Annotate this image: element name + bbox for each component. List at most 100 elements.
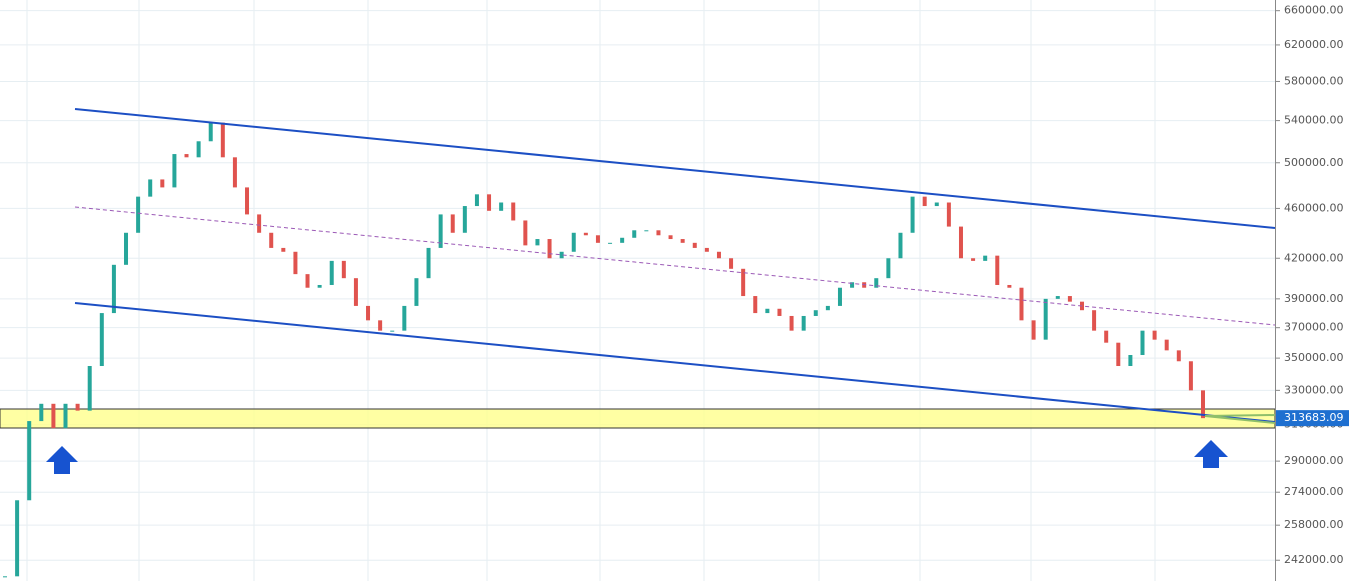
candle xyxy=(898,232,903,259)
y-tick-label: 290000.00 xyxy=(1284,454,1344,467)
candle xyxy=(801,315,806,331)
trend-line xyxy=(1204,415,1276,424)
candle xyxy=(111,264,116,314)
y-tick-label: 580000.00 xyxy=(1284,74,1344,87)
candle xyxy=(402,305,407,331)
candle xyxy=(910,196,915,233)
candle xyxy=(511,202,516,221)
candle xyxy=(886,258,891,279)
candle xyxy=(148,179,153,197)
candle xyxy=(983,255,988,261)
candle xyxy=(1164,339,1169,351)
y-tick-label: 350000.00 xyxy=(1284,351,1344,364)
arrow-up xyxy=(46,446,78,474)
candle xyxy=(535,239,540,246)
candle xyxy=(184,154,189,158)
candle xyxy=(656,230,661,236)
candle xyxy=(583,232,588,236)
vertical-grid xyxy=(26,0,1156,581)
candle xyxy=(329,260,334,285)
candle xyxy=(220,122,225,158)
channel-lower xyxy=(74,302,1276,423)
y-tick-label: 620000.00 xyxy=(1284,38,1344,51)
y-tick-label: 540000.00 xyxy=(1284,114,1344,127)
candle xyxy=(644,230,649,232)
channel-mid xyxy=(74,206,1276,326)
last-price-box xyxy=(1276,410,1349,427)
candle xyxy=(499,202,504,211)
candle xyxy=(426,247,431,279)
candle xyxy=(27,421,32,501)
candle xyxy=(366,305,371,321)
candle xyxy=(75,403,80,411)
candle xyxy=(1128,355,1133,367)
candle xyxy=(293,251,298,275)
y-tick-label: 242000.00 xyxy=(1284,553,1344,566)
candle xyxy=(462,206,467,233)
candle xyxy=(789,315,794,331)
candle xyxy=(837,287,842,306)
candle xyxy=(608,242,613,244)
candle xyxy=(1043,298,1048,340)
candle xyxy=(1031,320,1036,340)
candle xyxy=(305,274,310,288)
y-tick-label: 500000.00 xyxy=(1284,156,1344,169)
candle xyxy=(874,278,879,288)
candle xyxy=(547,239,552,259)
candle xyxy=(777,308,782,316)
candle xyxy=(1104,330,1109,343)
candle xyxy=(765,308,770,314)
candle xyxy=(680,239,685,243)
trend-line xyxy=(1204,414,1276,417)
candle xyxy=(39,403,44,422)
candle xyxy=(1201,390,1205,419)
candle xyxy=(257,214,262,233)
candle xyxy=(51,403,56,429)
candle xyxy=(729,258,734,269)
candle xyxy=(3,576,7,578)
candle xyxy=(245,187,250,215)
candle xyxy=(922,196,927,207)
y-tick-label: 370000.00 xyxy=(1284,321,1344,334)
candle xyxy=(716,251,721,259)
candle xyxy=(63,403,68,429)
candle xyxy=(1152,330,1157,340)
candle xyxy=(172,154,177,188)
candle xyxy=(208,122,213,142)
candle xyxy=(958,226,963,259)
drawings xyxy=(46,108,1276,474)
candle xyxy=(704,247,709,252)
candle xyxy=(99,313,104,367)
candle xyxy=(668,235,673,240)
candle xyxy=(946,202,951,227)
candle xyxy=(1176,350,1181,362)
candle xyxy=(438,214,443,248)
candle xyxy=(850,282,855,288)
y-tick-label: 460000.00 xyxy=(1284,201,1344,214)
arrow-up xyxy=(1194,440,1228,468)
candle xyxy=(825,305,830,311)
support-zone xyxy=(0,408,1276,429)
candle xyxy=(1140,330,1145,356)
candle xyxy=(620,237,625,243)
candle xyxy=(1007,284,1012,288)
candle xyxy=(378,320,383,331)
candle xyxy=(753,296,758,314)
candle xyxy=(1055,296,1060,299)
price-axis xyxy=(1275,0,1349,581)
candle xyxy=(1188,361,1193,391)
y-tick-label: 660000.00 xyxy=(1284,4,1344,17)
candle xyxy=(741,268,746,297)
candle xyxy=(281,247,286,252)
candle xyxy=(390,330,395,332)
candle xyxy=(87,366,92,411)
last-price-label: 313683.09 xyxy=(1284,411,1344,424)
candle xyxy=(414,278,419,306)
candle xyxy=(232,157,237,188)
candle xyxy=(559,251,564,259)
candle xyxy=(124,232,129,265)
candle xyxy=(15,500,20,577)
candle xyxy=(1116,342,1121,367)
candle xyxy=(971,258,976,261)
